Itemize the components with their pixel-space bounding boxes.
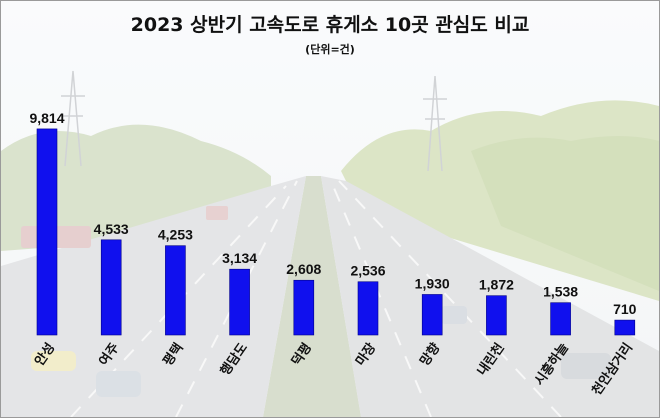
value-label-7: 1,930 <box>415 275 450 291</box>
value-label-10: 710 <box>613 301 637 317</box>
category-label-9: 시흥하늘 <box>531 340 572 388</box>
category-label-7: 망향 <box>417 340 444 369</box>
category-label-2: 여주 <box>96 340 123 369</box>
category-label-6: 마장 <box>352 340 379 369</box>
category-label-1: 안성 <box>31 340 58 369</box>
bar-6 <box>357 281 379 336</box>
bar-7 <box>421 294 443 336</box>
bar-10 <box>614 319 636 336</box>
value-label-6: 2,536 <box>350 263 385 279</box>
value-label-8: 1,872 <box>479 277 514 293</box>
bar-3 <box>165 245 186 336</box>
category-label-4: 행담도 <box>217 340 251 379</box>
category-label-10: 천안삼거리 <box>589 340 636 398</box>
bar-1 <box>36 128 58 336</box>
category-label-5: 덕평 <box>288 340 315 369</box>
category-label-3: 평택 <box>160 340 187 369</box>
bar-2 <box>100 239 122 336</box>
value-label-9: 1,538 <box>543 284 578 300</box>
value-label-5: 2,608 <box>286 261 321 277</box>
bar-4 <box>229 268 250 336</box>
bar-8 <box>486 295 507 336</box>
value-label-1: 9,814 <box>29 110 64 126</box>
bar-9 <box>550 302 571 336</box>
value-label-2: 4,533 <box>94 221 129 237</box>
chart-unit-label: (단위=건) <box>305 43 355 56</box>
bar-5 <box>293 279 315 336</box>
value-label-3: 4,253 <box>158 227 193 243</box>
value-label-4: 3,134 <box>222 250 257 266</box>
chart-title: 2023 상반기 고속도로 휴게소 10곳 관심도 비교 <box>130 14 530 36</box>
category-label-8: 내린천 <box>474 340 508 379</box>
